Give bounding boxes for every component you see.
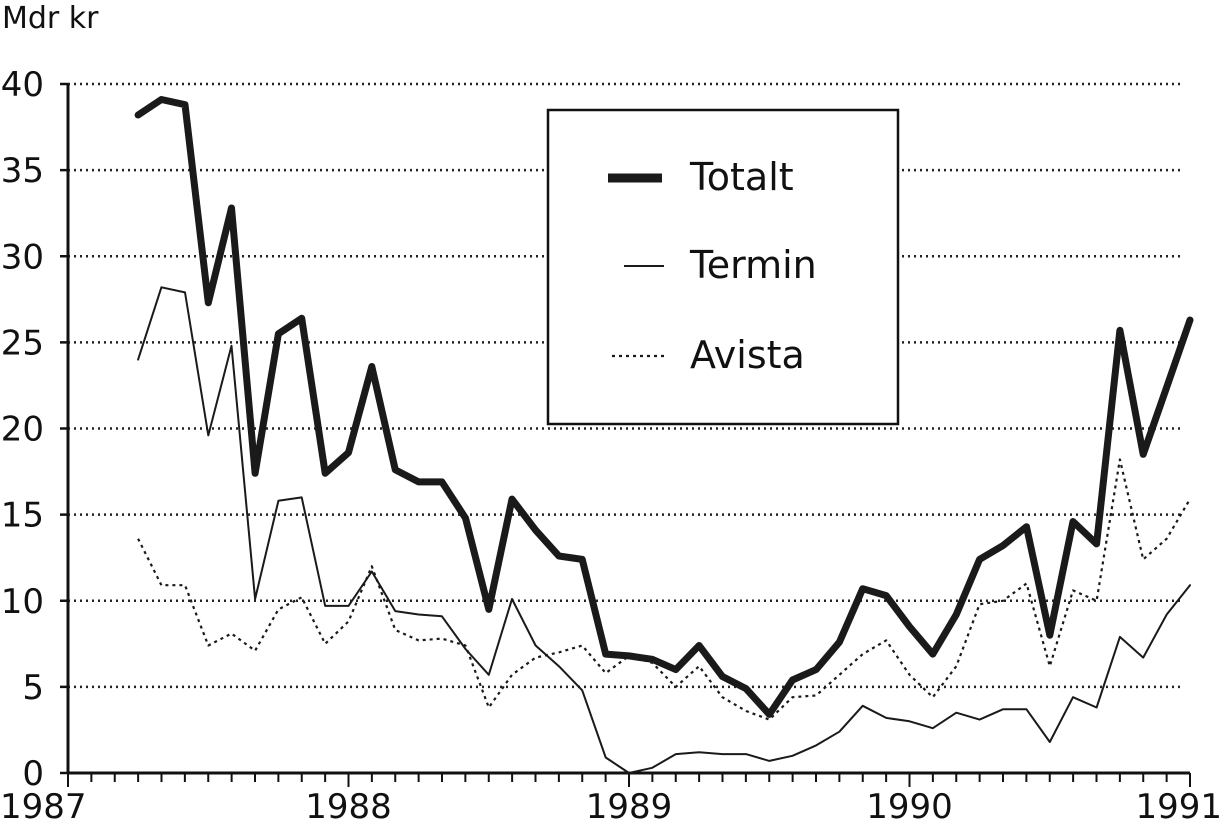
y-tick-label: 40 [1,65,44,105]
y-tick-label: 5 [22,668,44,708]
y-tick-label: 10 [1,582,44,622]
y-tick-label: 20 [1,410,44,450]
legend: Totalt Termin Avista [546,108,900,426]
legend-box [546,108,900,426]
x-tick-label: 1990 [866,787,953,826]
series-lines [134,96,1194,774]
y-ticks: 0 5 10 15 20 25 30 35 40 [1,65,68,794]
y-tick-label: 0 [22,754,44,794]
y-tick-label: 25 [1,323,44,363]
series-line-termin [137,286,1191,774]
y-tick-label: 35 [1,151,44,191]
series-line-avista [137,458,1191,721]
y-tick-label: 15 [1,496,44,536]
x-tick-label: 1987 [0,787,87,826]
y-tick-label: 30 [1,237,44,277]
legend-label-avista: Avista [690,333,805,377]
y-axis-unit-label: Mdr kr [2,1,99,36]
x-tick-label: 1991 [1135,787,1222,826]
x-ticks: 1987 1988 1989 1990 1991 [0,773,1222,826]
series-line-totalt [134,96,1194,718]
x-tick-label: 1988 [305,787,392,826]
legend-label-totalt: Totalt [689,155,794,199]
x-tick-label: 1989 [586,787,673,826]
legend-label-termin: Termin [689,243,817,287]
